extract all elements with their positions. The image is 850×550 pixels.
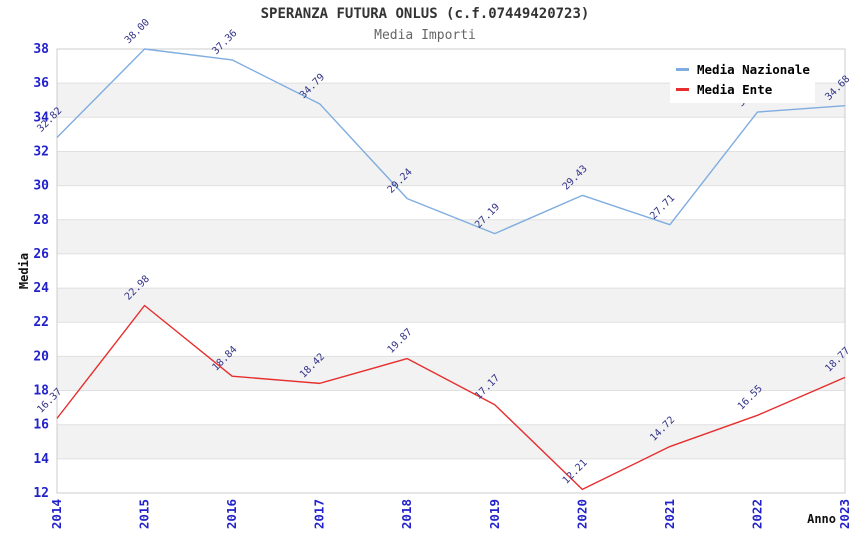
- y-tick-label: 20: [33, 349, 49, 364]
- plot-band: [57, 185, 845, 220]
- plot-band: [57, 424, 845, 459]
- y-tick-label: 16: [33, 418, 49, 433]
- plot-band: [57, 322, 845, 357]
- y-tick-label: 38: [33, 42, 49, 57]
- x-tick-label: 2021: [662, 499, 677, 529]
- series-line-1: [56, 304, 846, 491]
- y-tick-label: 26: [33, 247, 49, 262]
- legend-line-sample-icon: [676, 87, 689, 91]
- chart-subtitle: Media Importi: [374, 28, 476, 43]
- x-tick-label: 2016: [224, 499, 239, 529]
- x-tick-label: 2019: [487, 499, 502, 529]
- plot-band: [57, 390, 845, 425]
- plot-band: [57, 253, 845, 289]
- legend: Media Nazionale Media Ente: [670, 53, 815, 103]
- plot-band: [57, 458, 845, 493]
- legend-line-sample-icon: [676, 67, 689, 71]
- series-line-0: [56, 48, 846, 235]
- y-tick-label: 18: [33, 384, 49, 399]
- legend-item-media-ente: Media Ente: [676, 79, 815, 99]
- plot-border: [56, 48, 846, 494]
- y-tick-label: 36: [33, 76, 49, 91]
- y-tick-label: 34: [33, 110, 49, 125]
- x-axis-title: Anno: [807, 512, 836, 526]
- legend-item-media-nazionale: Media Nazionale: [676, 59, 815, 79]
- x-tick-label: 2015: [137, 499, 152, 529]
- y-axis-title: Media: [17, 253, 31, 289]
- legend-item-label: Media Ente: [697, 81, 773, 97]
- y-tick-label: 24: [33, 281, 49, 296]
- y-tick-label: 14: [33, 452, 49, 467]
- chart-title: SPERANZA FUTURA ONLUS (c.f.07449420723): [260, 6, 590, 22]
- x-tick-label: 2018: [399, 499, 414, 529]
- y-tick-label: 32: [33, 144, 49, 159]
- x-tick-label: 2017: [312, 499, 327, 529]
- y-tick-label: 12: [33, 486, 49, 501]
- legend-item-label: Media Nazionale: [697, 61, 810, 77]
- plot-band: [57, 219, 845, 254]
- plot-band: [57, 151, 845, 186]
- x-tick-label: 2023: [837, 499, 850, 529]
- y-tick-label: 28: [33, 213, 49, 228]
- plot-band: [57, 356, 845, 391]
- x-tick-label: 2020: [574, 499, 589, 529]
- plot-band: [57, 117, 845, 152]
- x-tick-label: 2014: [49, 499, 64, 529]
- y-tick-label: 30: [33, 179, 49, 194]
- y-tick-label: 22: [33, 315, 49, 330]
- plot-band: [57, 288, 845, 323]
- x-tick-label: 2022: [749, 499, 764, 529]
